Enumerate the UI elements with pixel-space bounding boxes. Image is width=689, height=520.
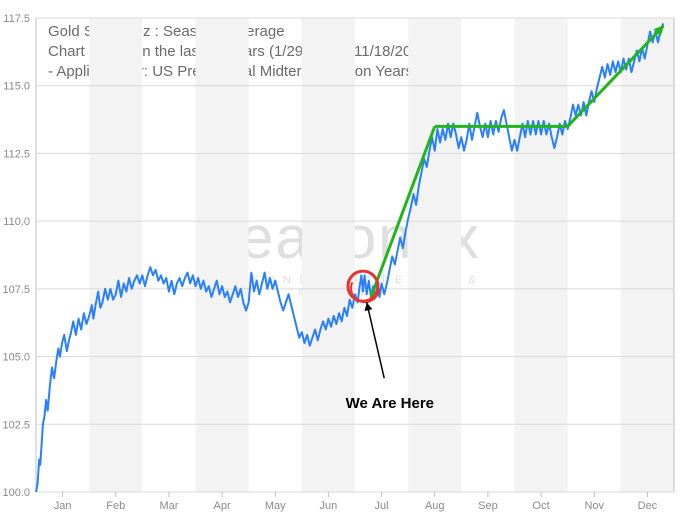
svg-text:112.5: 112.5 <box>3 148 30 160</box>
svg-text:Jan: Jan <box>54 500 72 512</box>
svg-text:Apr: Apr <box>214 500 231 512</box>
svg-text:107.5: 107.5 <box>2 284 30 296</box>
svg-text:Mar: Mar <box>159 500 178 512</box>
svg-text:May: May <box>265 500 286 512</box>
svg-text:115.0: 115.0 <box>3 81 30 93</box>
svg-text:Feb: Feb <box>106 500 125 512</box>
svg-text:Oct: Oct <box>533 500 550 512</box>
svg-text:117.5: 117.5 <box>3 13 30 25</box>
svg-text:Nov: Nov <box>584 500 604 512</box>
annotation-we-are-here: We Are Here <box>346 395 434 412</box>
chart-container: { "chart": { "type": "line", "title_line… <box>0 0 689 520</box>
svg-text:Dec: Dec <box>638 500 658 512</box>
chart-svg: 100.0 102.5 105.0 107.5 110.0 112.5 115.0 117.5… <box>0 0 689 520</box>
svg-text:Aug: Aug <box>425 500 445 512</box>
svg-text:Jun: Jun <box>320 500 338 512</box>
svg-text:110.0: 110.0 <box>3 216 30 228</box>
svg-text:105.0: 105.0 <box>2 352 30 364</box>
svg-text:Sep: Sep <box>478 500 498 512</box>
svg-text:Jul: Jul <box>375 500 389 512</box>
svg-text:102.5: 102.5 <box>2 419 30 431</box>
svg-text:100.0: 100.0 <box>2 487 30 499</box>
